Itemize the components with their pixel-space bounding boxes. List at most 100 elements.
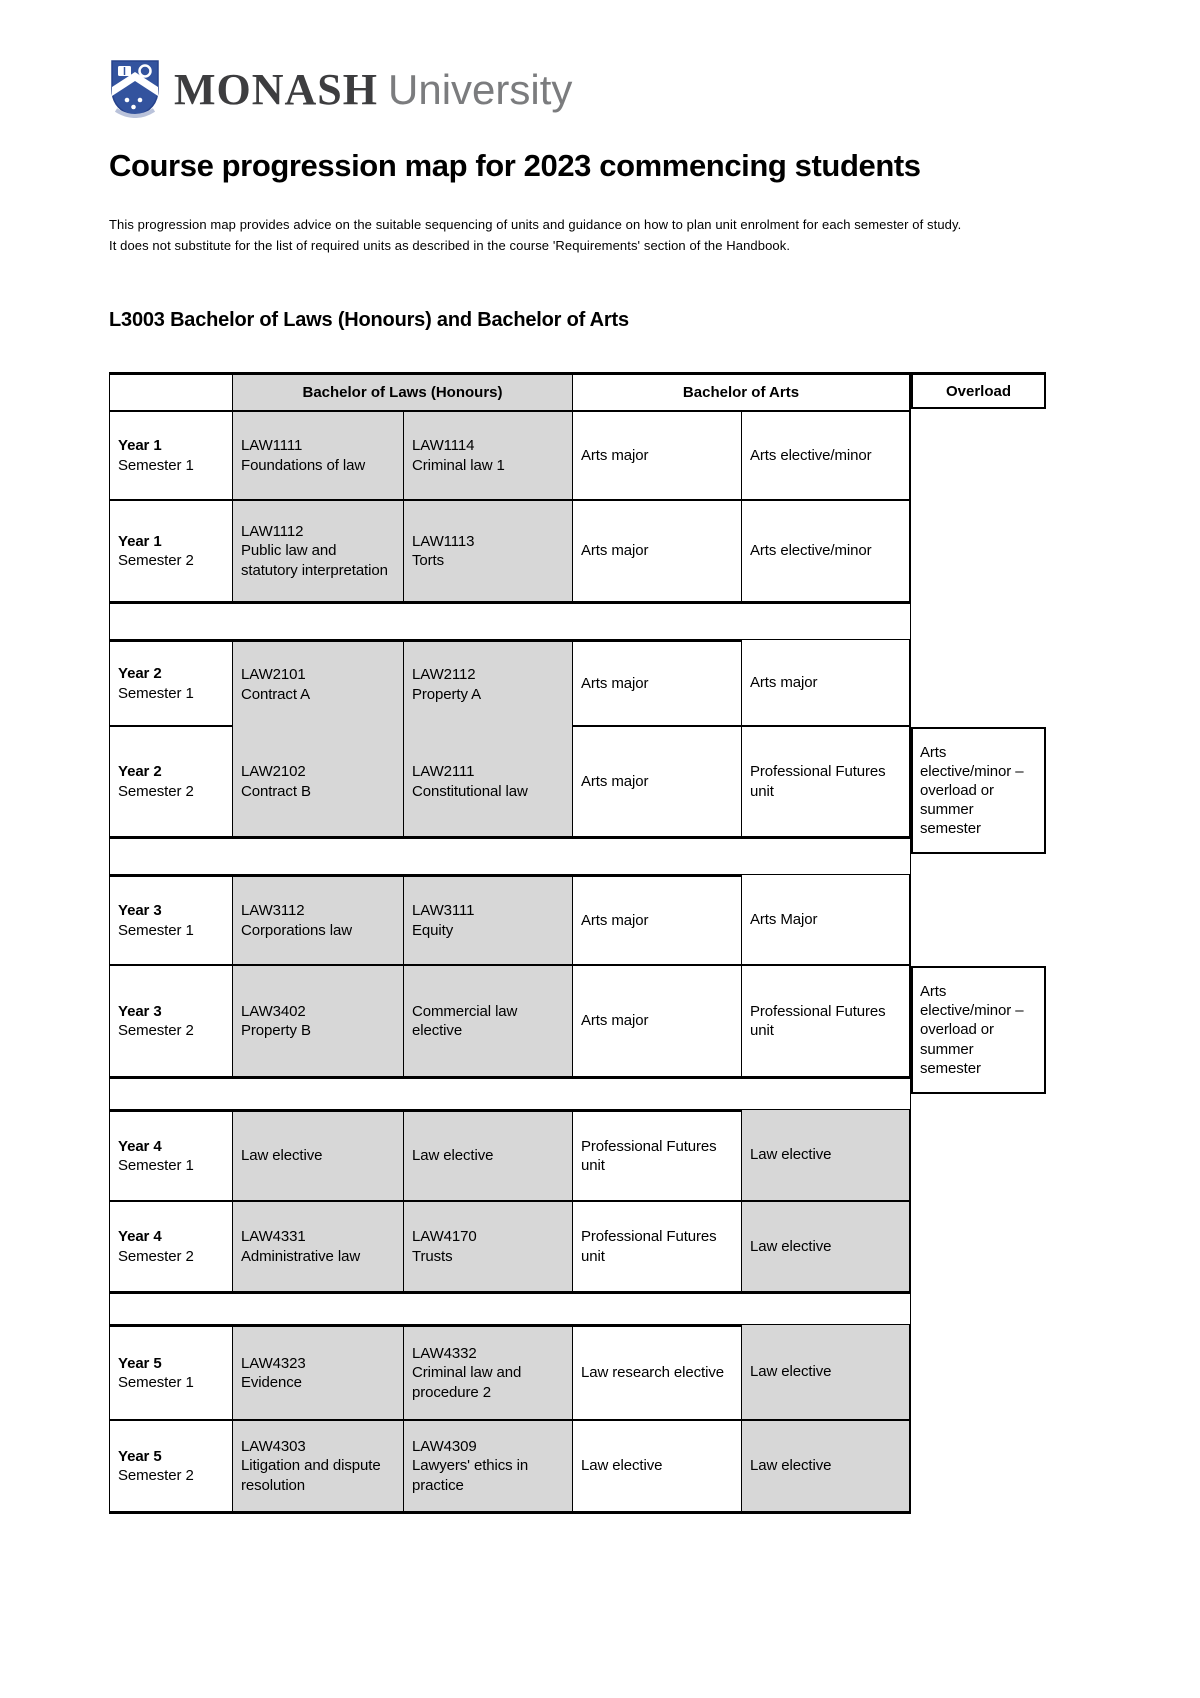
year-block: Year 3 Semester 1 LAW3112 Corporations law… — [109, 874, 1046, 1094]
year-block: Year 5 Semester 1 LAW4323 Evidence LAW4332 … — [109, 1324, 911, 1514]
table-row: Year 1 Semester 1 LAW1111 Foundations of l… — [109, 412, 911, 501]
unit-cell: Arts major — [573, 966, 742, 1079]
unit-text: LAW4303 Litigation and dispute resolutio… — [241, 1438, 381, 1494]
monash-shield-icon — [111, 60, 159, 118]
year-cell: Year 2 Semester 1 — [109, 639, 233, 727]
unit-text: Arts major — [581, 911, 649, 929]
unit-text: Arts elective/minor — [750, 446, 872, 464]
header-arts: Bachelor of Arts — [573, 375, 911, 412]
year-label: Year 1 — [118, 437, 162, 455]
year-label: Year 1 — [118, 532, 162, 550]
unit-cell: LAW2102 Contract B — [233, 727, 404, 839]
semester-label: Semester 2 — [118, 782, 194, 800]
unit-text: Law elective — [750, 1237, 832, 1255]
progression-table-grid: Bachelor of Laws (Honours) Bachelor of A… — [109, 372, 1046, 1514]
unit-text: Arts major — [750, 673, 818, 691]
table-row: Year 3 Semester 1 LAW3112 Corporations law… — [109, 874, 911, 966]
semester-label: Semester 1 — [118, 456, 194, 474]
unit-text: LAW4170 Trusts — [412, 1228, 477, 1265]
year-cell: Year 1 Semester 2 — [109, 501, 233, 604]
monash-wordmark: MONASH University — [174, 64, 572, 115]
year-label: Year 5 — [118, 1354, 162, 1372]
unit-cell: Professional Futures unit — [742, 966, 911, 1079]
unit-cell: Arts major — [573, 501, 742, 604]
unit-cell: LAW3111 Equity — [404, 874, 573, 966]
unit-cell: Law elective — [742, 1324, 911, 1421]
unit-text: Law research elective — [581, 1364, 724, 1382]
year-label: Year 5 — [118, 1447, 162, 1465]
unit-cell: Arts major — [742, 639, 911, 727]
unit-text: Law elective — [412, 1147, 494, 1165]
unit-cell: LAW4323 Evidence — [233, 1324, 404, 1421]
year-cell: Year 1 Semester 1 — [109, 412, 233, 501]
unit-text: Arts Major — [750, 910, 818, 928]
unit-cell: Arts major — [573, 639, 742, 727]
unit-text: LAW3112 Corporations law — [241, 902, 352, 939]
unit-text: LAW4309 Lawyers' ethics in practice — [412, 1438, 529, 1494]
table-row: Year 5 Semester 2 LAW4303 Litigation and d… — [109, 1421, 911, 1514]
unit-text: LAW4323 Evidence — [241, 1354, 306, 1391]
unit-cell: Law research elective — [573, 1324, 742, 1421]
semester-label: Semester 2 — [118, 1247, 194, 1265]
semester-label: Semester 2 — [118, 552, 194, 569]
section-heading: L3003 Bachelor of Laws (Honours) and Bac… — [109, 309, 629, 331]
unit-text: Law elective — [750, 1457, 832, 1475]
year-cell: Year 2 Semester 2 — [109, 727, 233, 839]
unit-text: LAW2101 Contract A — [241, 666, 311, 703]
year-cell: Year 3 Semester 2 — [109, 966, 233, 1079]
unit-cell: Arts major — [573, 412, 742, 501]
block-separator — [109, 604, 911, 639]
unit-cell: LAW1114 Criminal law 1 — [404, 412, 573, 501]
block-separator — [109, 839, 911, 874]
block-separator — [109, 1079, 911, 1109]
year-label: Year 4 — [118, 1228, 162, 1246]
unit-cell: LAW4309 Lawyers' ethics in practice — [404, 1421, 573, 1514]
unit-cell: Professional Futures unit — [742, 727, 911, 839]
unit-text: Law elective — [581, 1457, 663, 1475]
table-header-row: Bachelor of Laws (Honours) Bachelor of A… — [109, 372, 911, 412]
semester-label: Semester 2 — [118, 1467, 194, 1484]
unit-text: LAW3111 Equity — [412, 902, 475, 939]
unit-cell: Arts major — [573, 874, 742, 966]
unit-cell: Arts elective/minor — [742, 412, 911, 501]
unit-text: LAW1112 Public law and statutory interpr… — [241, 523, 388, 579]
unit-cell: Arts elective/minor — [742, 501, 911, 604]
table-row: Year 2 Semester 2 LAW2102 Contract B LAW211… — [109, 727, 911, 839]
header-empty-cell — [109, 375, 233, 412]
block-separator — [109, 1294, 911, 1324]
progression-table-body: Year 1 Semester 1 LAW1111 Foundations of l… — [109, 412, 1046, 1514]
unit-text: Law elective — [750, 1146, 832, 1164]
year-label: Year 2 — [118, 763, 162, 781]
unit-cell: Professional Futures unit — [573, 1109, 742, 1202]
year-cell: Year 5 Semester 2 — [109, 1421, 233, 1514]
unit-cell: Law elective — [573, 1421, 742, 1514]
unit-cell: LAW1111 Foundations of law — [233, 412, 404, 501]
unit-text: Arts elective/minor — [750, 542, 872, 560]
unit-cell: Law elective — [742, 1202, 911, 1294]
unit-text: Professional Futures unit — [581, 1228, 717, 1265]
unit-cell: LAW2111 Constitutional law — [404, 727, 573, 839]
unit-cell: LAW4331 Administrative law — [233, 1202, 404, 1294]
header-laws: Bachelor of Laws (Honours) — [233, 375, 573, 412]
unit-cell: LAW4303 Litigation and dispute resolutio… — [233, 1421, 404, 1514]
unit-text: LAW1114 Criminal law 1 — [412, 437, 505, 474]
semester-label: Semester 1 — [118, 1374, 194, 1391]
unit-text: Arts major — [581, 1012, 649, 1030]
unit-cell: LAW2101 Contract A — [233, 639, 404, 727]
unit-text: LAW2102 Contract B — [241, 763, 311, 800]
unit-text: Professional Futures unit — [750, 763, 886, 800]
unit-cell: Arts Major — [742, 874, 911, 966]
year-cell: Year 4 Semester 1 — [109, 1109, 233, 1202]
intro-line-1: This progression map provides advice on … — [109, 217, 962, 232]
unit-cell: Law elective — [742, 1421, 911, 1514]
unit-text: Arts major — [581, 674, 649, 692]
unit-cell: LAW3112 Corporations law — [233, 874, 404, 966]
table-row: Year 3 Semester 2 LAW3402 Property B Commer… — [109, 966, 911, 1079]
table-row: Year 4 Semester 2 LAW4331 Administrative l… — [109, 1202, 911, 1294]
unit-text: Arts major — [581, 446, 649, 464]
unit-text: Law elective — [241, 1147, 323, 1165]
unit-cell: Law elective — [404, 1109, 573, 1202]
unit-cell: LAW1112 Public law and statutory interpr… — [233, 501, 404, 604]
monash-wordmark-bold: MONASH — [174, 64, 378, 114]
year-cell: Year 3 Semester 1 — [109, 874, 233, 966]
